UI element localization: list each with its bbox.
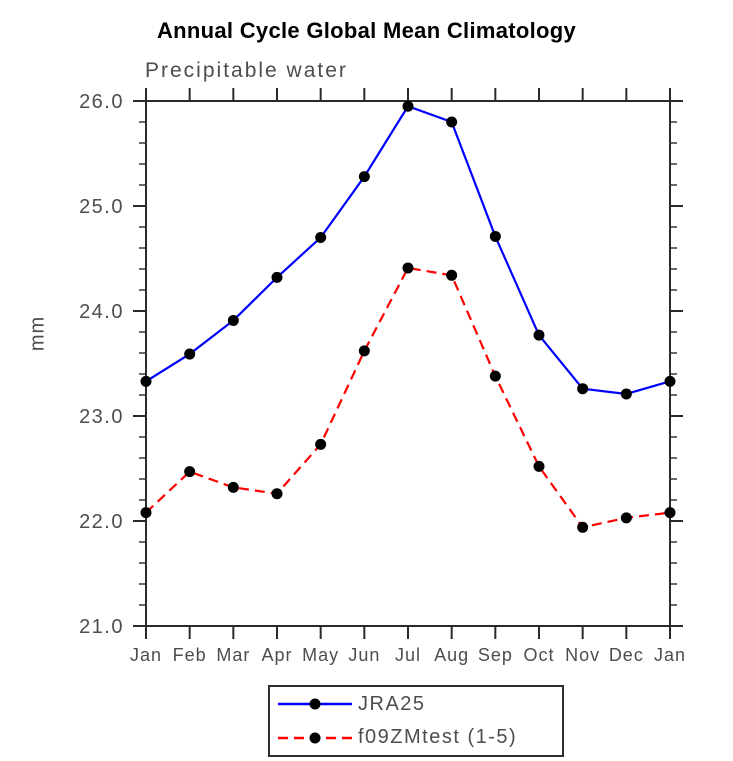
- x-tick-label: Dec: [609, 645, 644, 665]
- legend-item-f09zmtest: f09ZMtest (1-5): [270, 722, 562, 754]
- legend-item-jra25: JRA25: [270, 688, 562, 720]
- x-tick-label: Mar: [216, 645, 250, 665]
- x-tick-label: Feb: [173, 645, 207, 665]
- legend-label: f09ZMtest (1-5): [358, 726, 518, 749]
- series-marker-1: [620, 512, 632, 524]
- series-marker-1: [446, 269, 458, 281]
- series-marker-0: [664, 375, 676, 387]
- y-tick-label: 22.0: [79, 511, 124, 533]
- y-tick-label: 21.0: [79, 616, 124, 638]
- series-marker-0: [577, 383, 589, 395]
- x-tick-label: Oct: [523, 645, 554, 665]
- series-marker-1: [664, 507, 676, 519]
- y-tick-label: 25.0: [79, 196, 124, 218]
- series-marker-0: [140, 375, 152, 387]
- x-tick-label: Jan: [654, 645, 686, 665]
- legend-line-dashed-icon: [278, 732, 352, 744]
- y-tick-label: 26.0: [79, 91, 124, 113]
- series-marker-0: [358, 171, 370, 183]
- series-marker-1: [140, 507, 152, 519]
- x-tick-label: Nov: [565, 645, 600, 665]
- series-marker-1: [315, 438, 327, 450]
- series-marker-1: [271, 488, 283, 500]
- y-tick-label: 23.0: [79, 406, 124, 428]
- series-line-0: [145, 104, 671, 396]
- legend-line-solid-icon: [278, 698, 352, 710]
- x-tick-label: Jun: [348, 645, 380, 665]
- series-marker-0: [227, 314, 239, 326]
- x-tick-label: Sep: [478, 645, 513, 665]
- series-marker-0: [315, 232, 327, 243]
- series-marker-1: [358, 345, 370, 357]
- series-marker-0: [489, 230, 501, 242]
- series-marker-0: [271, 271, 283, 283]
- legend-label: JRA25: [358, 692, 426, 715]
- series-marker-0: [620, 388, 632, 400]
- x-tick-label: Aug: [434, 645, 469, 665]
- series-marker-1: [533, 460, 545, 472]
- chart-title: Annual Cycle Global Mean Climatology: [156, 18, 577, 43]
- x-tick-label: Apr: [261, 645, 292, 665]
- series-marker-1: [227, 481, 239, 493]
- legend: JRA25 f09ZMtest (1-5): [268, 685, 564, 757]
- series-line-1: [145, 266, 671, 529]
- series-marker-0: [402, 100, 414, 112]
- chart-subtitle: Precipitable water: [145, 59, 348, 82]
- series-marker-0: [446, 116, 458, 128]
- series-marker-0: [533, 329, 545, 341]
- series-marker-0: [184, 348, 196, 360]
- series-marker-1: [489, 370, 501, 382]
- series-marker-1: [577, 521, 589, 533]
- x-tick-label: May: [302, 645, 339, 665]
- series-marker-1: [184, 466, 196, 478]
- x-tick-label: Jan: [130, 645, 162, 665]
- y-tick-label: 24.0: [79, 301, 124, 323]
- series-marker-1: [402, 262, 414, 274]
- x-tick-label: Jul: [395, 645, 421, 665]
